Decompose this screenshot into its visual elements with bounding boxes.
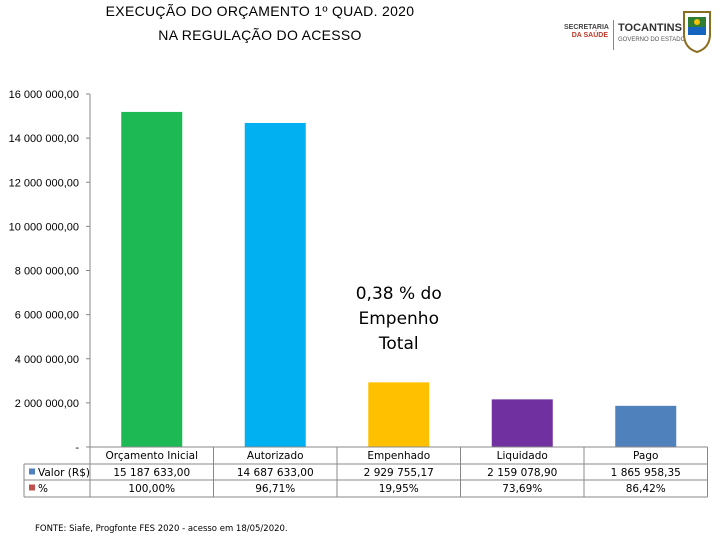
y-tick-label: 12 000 000,00 (9, 177, 79, 189)
y-tick-label: 6 000 000,00 (15, 310, 79, 322)
table-cell: 14 687 633,00 (237, 467, 314, 479)
category-label: Orçamento Inicial (106, 450, 199, 462)
annotation-line: 0,38 % do (356, 284, 442, 304)
legend-marker (29, 484, 35, 491)
bar-3 (368, 382, 430, 447)
secretaria-line-2: DA SAÚDE (571, 32, 608, 39)
table-cell: 86,42% (626, 483, 666, 495)
table-cell: 1 865 958,35 (611, 467, 681, 479)
annotation-line: Empenho (358, 309, 439, 329)
y-tick-label: - (75, 442, 79, 454)
y-tick-label: 4 000 000,00 (15, 354, 79, 366)
coat-of-arms-icon (683, 11, 711, 54)
table-cell: 100,00% (128, 483, 175, 495)
secretaria-line-1: SECRETARIA (564, 24, 609, 31)
bar-2 (244, 122, 306, 447)
y-axis: - 2 000 000,00 4 000 000,00 6 000 000,00 8 0… (9, 89, 91, 454)
y-tick-label: 16 000 000,00 (9, 89, 79, 101)
table-cell: 96,71% (255, 483, 295, 495)
y-tick-label: 2 000 000,00 (15, 398, 79, 410)
bar-4 (491, 399, 553, 447)
table-cell: 19,95% (379, 483, 419, 495)
logo-area: SECRETARIA DA SAÚDE TOCANTINS GOVERNO DO… (560, 6, 716, 56)
legend-marker (29, 468, 35, 475)
table-cell: 2 159 078,90 (487, 467, 557, 479)
row-label: Valor (R$) (38, 467, 90, 479)
chart-title-line-1: EXECUÇÃO DO ORÇAMENTO 1º QUAD. 2020 (105, 3, 415, 19)
annotation-line: Total (378, 334, 419, 354)
category-label: Empenhado (367, 450, 430, 462)
table-cell: 73,69% (502, 483, 542, 495)
y-tick-label: 10 000 000,00 (9, 221, 79, 233)
y-tick-label: 8 000 000,00 (15, 266, 79, 278)
logo-divider (613, 20, 614, 50)
category-label: Liquidado (497, 450, 548, 462)
chart-title-line-2: NA REGULAÇÃO DO ACESSO (158, 27, 362, 43)
table-cell: 15 187 633,00 (113, 467, 190, 479)
y-tick-label: 14 000 000,00 (9, 133, 79, 145)
bar-5 (615, 405, 677, 447)
bar-1 (121, 111, 183, 447)
secretaria-saude-logo: SECRETARIA DA SAÚDE (564, 24, 609, 40)
category-label: Autorizado (247, 450, 304, 462)
annotation: 0,38 % do Empenho Total (356, 284, 442, 354)
source-note: FONTE: Siafe, Progfonte FES 2020 - acess… (35, 524, 288, 534)
governo-logo-text: GOVERNO DO ESTADO (618, 37, 686, 43)
table-cell: 2 929 755,17 (364, 467, 434, 479)
bars (121, 111, 677, 447)
tocantins-logo-text: TOCANTINS (618, 22, 682, 34)
row-label: % (38, 483, 48, 495)
category-label: Pago (633, 450, 658, 462)
data-table: Orçamento Inicial Autorizado Empenhado Liqu… (23, 446, 708, 498)
